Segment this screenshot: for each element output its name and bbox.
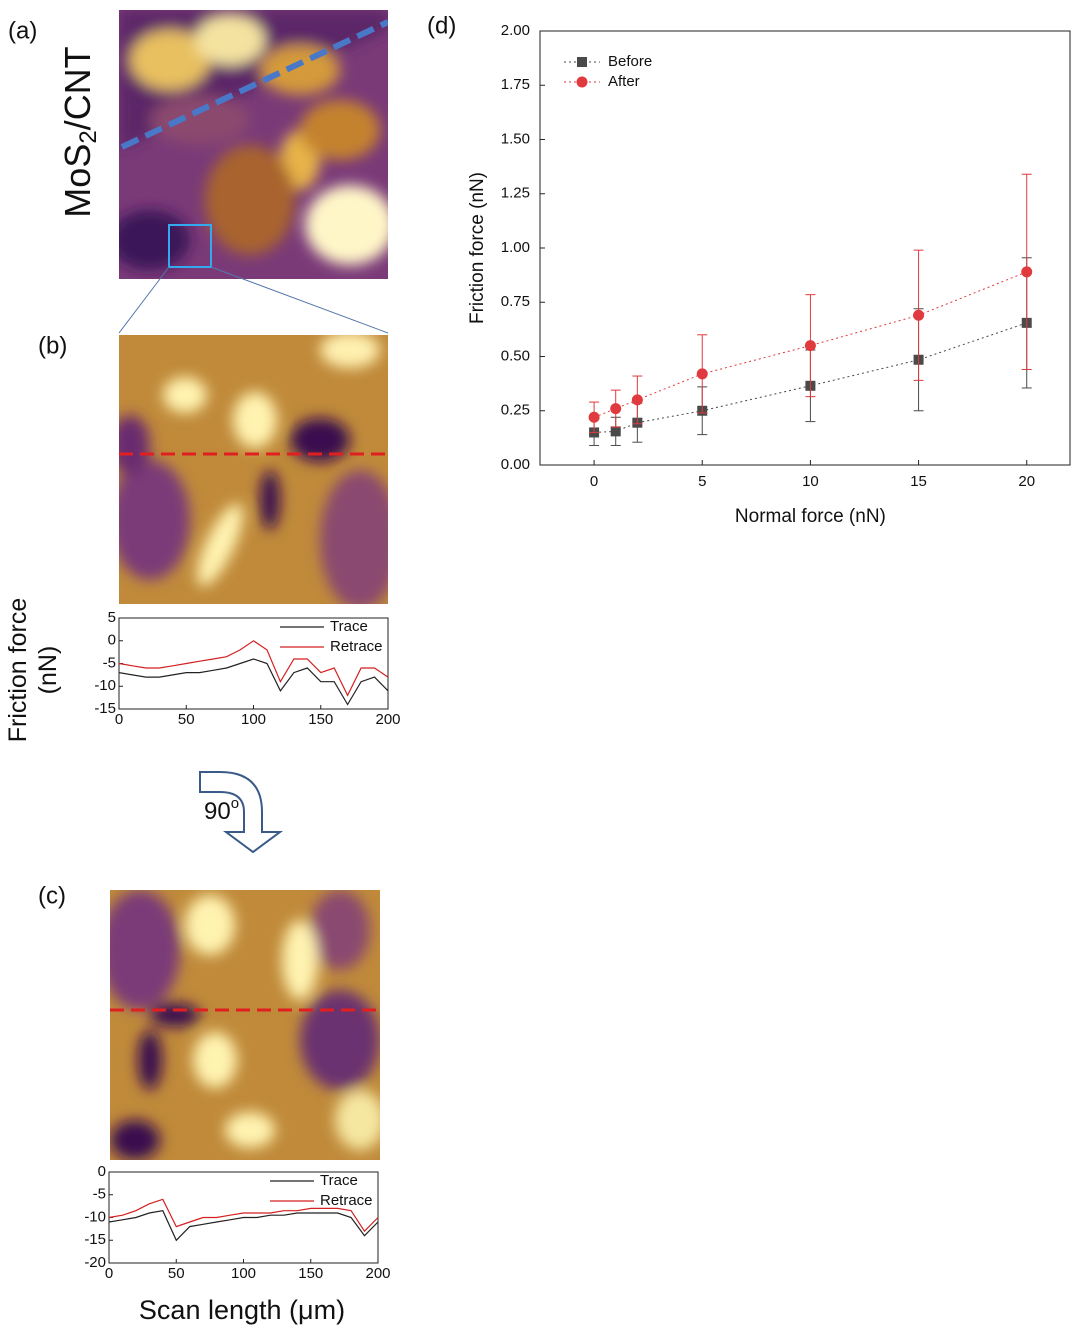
- y-tick-label: 2.00: [501, 22, 530, 39]
- legend-label: Before: [608, 53, 652, 70]
- x-tick-label: 150: [308, 711, 333, 728]
- x-tick-label: 100: [241, 711, 266, 728]
- y-tick-label: 0.00: [501, 456, 530, 473]
- marker: [610, 403, 622, 415]
- y-tick-label: 1.50: [501, 130, 530, 147]
- marker: [576, 76, 588, 88]
- y-tick-label: -20: [84, 1254, 106, 1271]
- rotation-label: 90o: [204, 795, 239, 825]
- profile-line: [118, 640, 389, 697]
- legend-label: After: [608, 73, 640, 90]
- y-tick-label: 0.25: [501, 402, 530, 419]
- y-tick-label: -10: [94, 677, 116, 694]
- marker: [577, 57, 587, 67]
- sample-label: MoS2/CNT: [57, 46, 103, 217]
- plot-frame: [539, 30, 1071, 466]
- x-tick-label: 150: [298, 1265, 323, 1282]
- y-tick-label: -5: [93, 1186, 106, 1203]
- x-tick-label: 15: [910, 473, 927, 490]
- x-tick-label: 200: [375, 711, 400, 728]
- y-tick-label: -10: [84, 1208, 106, 1225]
- y-tick-label: -5: [103, 654, 116, 671]
- x-tick-label: 50: [178, 711, 195, 728]
- x-tick-label: 100: [231, 1265, 256, 1282]
- x-tick-label: 20: [1018, 473, 1035, 490]
- panel-label: (a): [8, 17, 37, 44]
- marker: [631, 394, 643, 406]
- zoom-line: [118, 266, 170, 334]
- legend-label: Retrace: [330, 638, 383, 655]
- y-tick-label: 5: [108, 609, 116, 626]
- y-tick-label: 0.50: [501, 347, 530, 364]
- marker: [610, 426, 621, 437]
- x-tick-label: 50: [168, 1265, 185, 1282]
- x-axis-title: Scan length (μm): [139, 1295, 345, 1325]
- marker: [804, 340, 816, 352]
- x-tick-label: 10: [802, 473, 819, 490]
- x-tick-label: 5: [698, 473, 706, 490]
- profile-line: [108, 1210, 379, 1242]
- x-tick-label: 0: [590, 473, 598, 490]
- x-axis-title: Normal force (nN): [735, 506, 886, 527]
- profile-line: [108, 1198, 379, 1233]
- y-tick-label: -15: [94, 700, 116, 717]
- marker: [913, 309, 925, 321]
- y-tick-label: 1.25: [501, 185, 530, 202]
- y-tick-label: 1.00: [501, 239, 530, 256]
- x-tick-label: 0: [115, 711, 123, 728]
- afm-image-b: [119, 335, 388, 604]
- marker: [1021, 266, 1033, 278]
- marker: [588, 411, 600, 423]
- legend-label: Trace: [320, 1172, 358, 1189]
- y-tick-label: 1.75: [501, 76, 530, 93]
- y-axis-title: Friction force (nN): [467, 172, 488, 324]
- afm-image-a: [119, 10, 388, 279]
- panel-label: (d): [427, 12, 456, 39]
- afm-image-c: [110, 890, 380, 1160]
- legend-label: Retrace: [320, 1192, 373, 1209]
- y-tick-label: -15: [84, 1231, 106, 1248]
- x-tick-label: 0: [105, 1265, 113, 1282]
- rotation-arrow: [199, 771, 284, 854]
- marker: [696, 368, 708, 380]
- x-tick-label: 200: [365, 1265, 390, 1282]
- panel-label: (b): [38, 332, 67, 359]
- y-axis-title: Friction force (nN): [4, 597, 62, 743]
- y-tick-label: 0: [108, 632, 116, 649]
- legend-label: Trace: [330, 618, 368, 635]
- zoom-line: [210, 266, 389, 334]
- panel-label: (c): [38, 882, 66, 909]
- y-tick-label: 0.75: [501, 293, 530, 310]
- y-tick-label: 0: [98, 1163, 106, 1180]
- profile-line: [118, 658, 389, 706]
